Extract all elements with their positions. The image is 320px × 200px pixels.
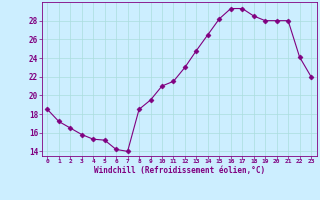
X-axis label: Windchill (Refroidissement éolien,°C): Windchill (Refroidissement éolien,°C) xyxy=(94,166,265,175)
